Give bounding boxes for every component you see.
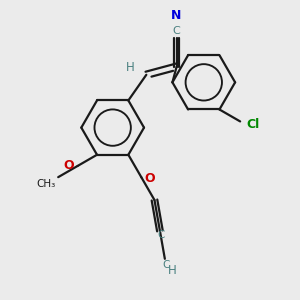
Text: Cl: Cl bbox=[246, 118, 260, 131]
Text: C: C bbox=[157, 230, 164, 240]
Text: O: O bbox=[63, 160, 74, 172]
Text: C: C bbox=[172, 26, 180, 36]
Text: H: H bbox=[125, 61, 134, 74]
Text: N: N bbox=[171, 9, 181, 22]
Text: CH₃: CH₃ bbox=[37, 178, 56, 189]
Text: H: H bbox=[168, 264, 177, 277]
Text: C: C bbox=[162, 260, 169, 270]
Text: O: O bbox=[144, 172, 155, 184]
